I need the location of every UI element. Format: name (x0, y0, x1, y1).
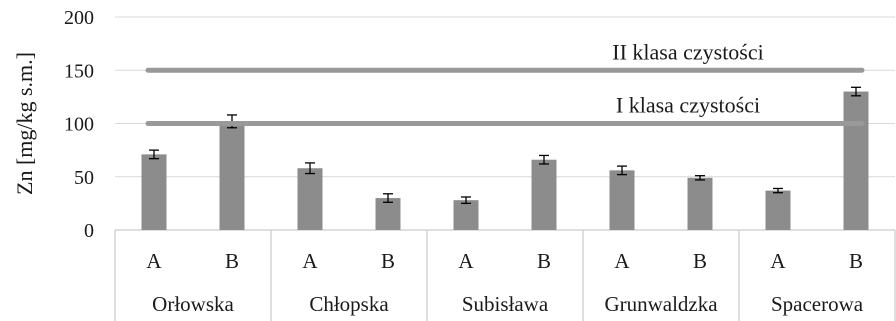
group-label: Chłopska (309, 292, 389, 316)
bar (453, 200, 479, 230)
group-label: Orłowska (152, 292, 234, 316)
category-label: B (381, 249, 395, 273)
bar (297, 168, 323, 230)
category-label: A (302, 249, 318, 273)
y-axis-label: Zn [mg/kg s.m.] (12, 52, 37, 195)
category-label: A (146, 249, 162, 273)
category-label: B (225, 249, 239, 273)
group-label: Grunwaldzka (604, 292, 718, 316)
category-label: B (537, 249, 551, 273)
category-label: A (614, 249, 630, 273)
category-label: A (458, 249, 474, 273)
reference-line-label: II klasa czystości (612, 39, 764, 64)
reference-line-label: I klasa czystości (616, 93, 760, 118)
bar (687, 177, 713, 230)
group-label: Spacerowa (771, 292, 864, 316)
bar (531, 159, 557, 230)
bar (609, 170, 635, 230)
bar (141, 154, 167, 230)
group-label: Subisława (462, 292, 549, 316)
category-label: B (693, 249, 707, 273)
bar (765, 190, 791, 230)
bar (843, 91, 869, 230)
bar (219, 121, 245, 230)
bar (375, 198, 401, 230)
y-tick-label: 0 (84, 220, 94, 242)
y-tick-label: 200 (64, 7, 94, 29)
category-label: B (849, 249, 863, 273)
y-tick-label: 100 (64, 114, 94, 136)
y-tick-label: 150 (64, 60, 94, 82)
y-tick-label: 50 (74, 167, 94, 189)
category-label: A (770, 249, 786, 273)
